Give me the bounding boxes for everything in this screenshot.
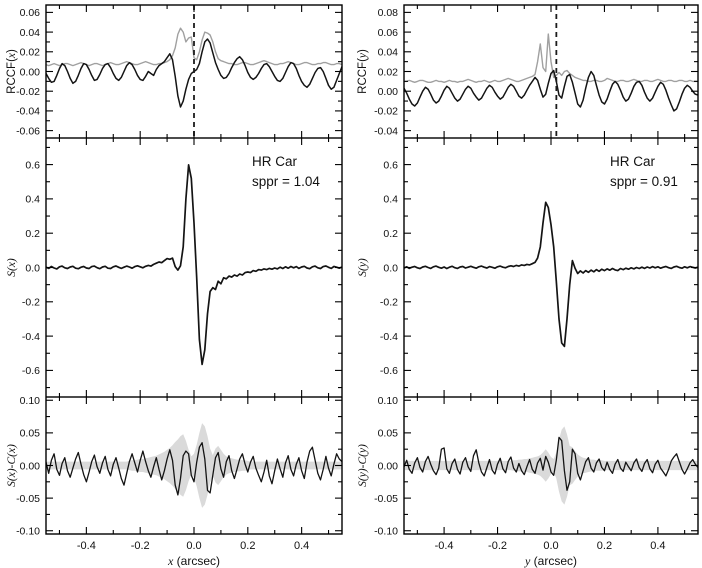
x-tick-label: 0.4 [650, 540, 665, 552]
y-tick-label: -0.10 [374, 526, 398, 538]
x-tick-label: 0.4 [294, 540, 309, 552]
x-axis-title: x (arcsec) [167, 554, 220, 568]
y-tick-label: 0.0 [25, 262, 40, 274]
x-tick-label: -0.4 [77, 540, 96, 552]
series-residual [404, 436, 698, 491]
series-reference-psf-ccf [404, 33, 698, 83]
y-tick-label: 0.10 [378, 397, 399, 407]
y-tick-label: -0.06 [16, 125, 40, 137]
plot-svg-rccf-x: 0.06 0.04 0.02 0.00 -0.02 -0.04 -0.06 RCCF(x) [6, 4, 343, 139]
y-tick-label: 0.00 [378, 460, 399, 472]
series-sharpness-profile [46, 164, 342, 366]
y-tick-label: 0.10 [20, 397, 41, 407]
x-axis-title: y (arcsec) [524, 554, 577, 568]
series-residual [46, 442, 342, 496]
y-tick-label: 0.04 [20, 27, 41, 39]
series-target-ccf [404, 69, 698, 112]
y-tick-label: -0.04 [16, 106, 40, 118]
y-axis-title: RCCF(x) [6, 49, 18, 94]
y-axis-title: S(y)-C(y) [357, 444, 369, 487]
y-tick-label: -0.05 [16, 493, 40, 505]
panel-sharpness-y: 0.6 0.4 0.2 0.0 -0.2 -0.4 -0.6 S(y) [351, 137, 702, 398]
y-tick-label: -0.02 [16, 86, 40, 98]
y-tick-label: 0.4 [383, 194, 398, 206]
x-tick-label: -0.2 [488, 540, 507, 552]
x-tick-label: 0.2 [240, 540, 255, 552]
x-tick-label: 0.2 [597, 540, 612, 552]
y-tick-label: 0.02 [378, 66, 399, 78]
y-tick-label: 0.08 [378, 7, 399, 19]
x-tick-label: -0.4 [435, 540, 454, 552]
x-tick-label: -0.2 [131, 540, 150, 552]
y-tick-label: 0.04 [378, 47, 399, 59]
y-tick-label: 0.2 [383, 228, 398, 240]
y-axis-title: S(y) [357, 258, 369, 277]
y-tick-label: 0.00 [20, 66, 41, 78]
y-tick-label: 0.00 [20, 460, 41, 472]
annotation-sppr-value: sppr = 1.04 [252, 174, 320, 189]
x-tick-label: 0.0 [543, 540, 558, 552]
y-tick-label: -0.10 [16, 526, 40, 538]
x-tick-label: 0.0 [186, 540, 201, 552]
envelope-noise-band [46, 423, 342, 508]
plot-svg-diff-x: 0.10 0.05 0.00 -0.05 -0.10 -0.4 -0.2 0.0 0.2 0.4 S… [6, 395, 343, 568]
y-tick-label: 0.05 [20, 428, 41, 440]
plot-svg-diff-y: 0.10 0.05 0.00 -0.05 -0.10 -0.4 -0.2 0.0 0.2 0.4 S… [357, 395, 699, 568]
y-tick-label: -0.2 [22, 297, 40, 309]
annotation-hr-car-y: HR Car sppr = 0.91 [610, 152, 678, 192]
y-tick-label: -0.6 [380, 365, 398, 377]
y-tick-label: 0.2 [25, 228, 40, 240]
panel-residual-x: 0.10 0.05 0.00 -0.05 -0.10 -0.4 -0.2 0.0 0.2 0.4 S… [0, 395, 351, 568]
y-tick-label: 0.6 [25, 159, 40, 171]
y-axis-title: S(x) [6, 258, 18, 277]
y-tick-label: 0.02 [20, 47, 41, 59]
y-axis-title: RCCF(y) [357, 49, 369, 94]
y-tick-label: -0.05 [374, 493, 398, 505]
panel-frame [403, 4, 699, 139]
panel-rccf-x: 0.06 0.04 0.02 0.00 -0.02 -0.04 -0.06 RCCF(x) [0, 0, 351, 139]
y-tick-label: 0.06 [378, 27, 399, 39]
y-tick-label: 0.00 [378, 86, 399, 98]
annotation-sppr-value: sppr = 0.91 [610, 174, 678, 189]
envelope-noise-band [404, 426, 698, 505]
y-tick-label: 0.05 [378, 428, 399, 440]
series-sharpness-profile [404, 201, 698, 348]
plot-svg-rccf-y: 0.08 0.06 0.04 0.02 0.00 -0.02 -0.04 RCCF(y) [357, 4, 699, 139]
y-tick-label: -0.04 [374, 125, 398, 137]
annotation-star-name: HR Car [610, 154, 656, 169]
plot-svg-s-y: 0.6 0.4 0.2 0.0 -0.2 -0.4 -0.6 S(y) [357, 137, 699, 398]
y-axis-title: S(x)-C(x) [6, 444, 18, 487]
annotation-hr-car-x: HR Car sppr = 1.04 [252, 152, 320, 192]
y-tick-label: 0.4 [25, 194, 40, 206]
y-tick-label: -0.2 [380, 297, 398, 309]
y-tick-label: -0.6 [22, 365, 40, 377]
y-tick-label: 0.06 [20, 7, 41, 19]
y-tick-label: 0.0 [383, 262, 398, 274]
y-tick-label: -0.4 [22, 331, 40, 343]
panel-rccf-y: 0.08 0.06 0.04 0.02 0.00 -0.02 -0.04 RCCF(y) [351, 0, 702, 139]
annotation-star-name: HR Car [252, 154, 298, 169]
y-tick-label: 0.6 [383, 159, 398, 171]
panel-residual-y: 0.10 0.05 0.00 -0.05 -0.10 -0.4 -0.2 0.0 0.2 0.4 S… [351, 395, 702, 568]
y-tick-label: -0.4 [380, 331, 398, 343]
y-tick-label: -0.02 [374, 106, 398, 118]
